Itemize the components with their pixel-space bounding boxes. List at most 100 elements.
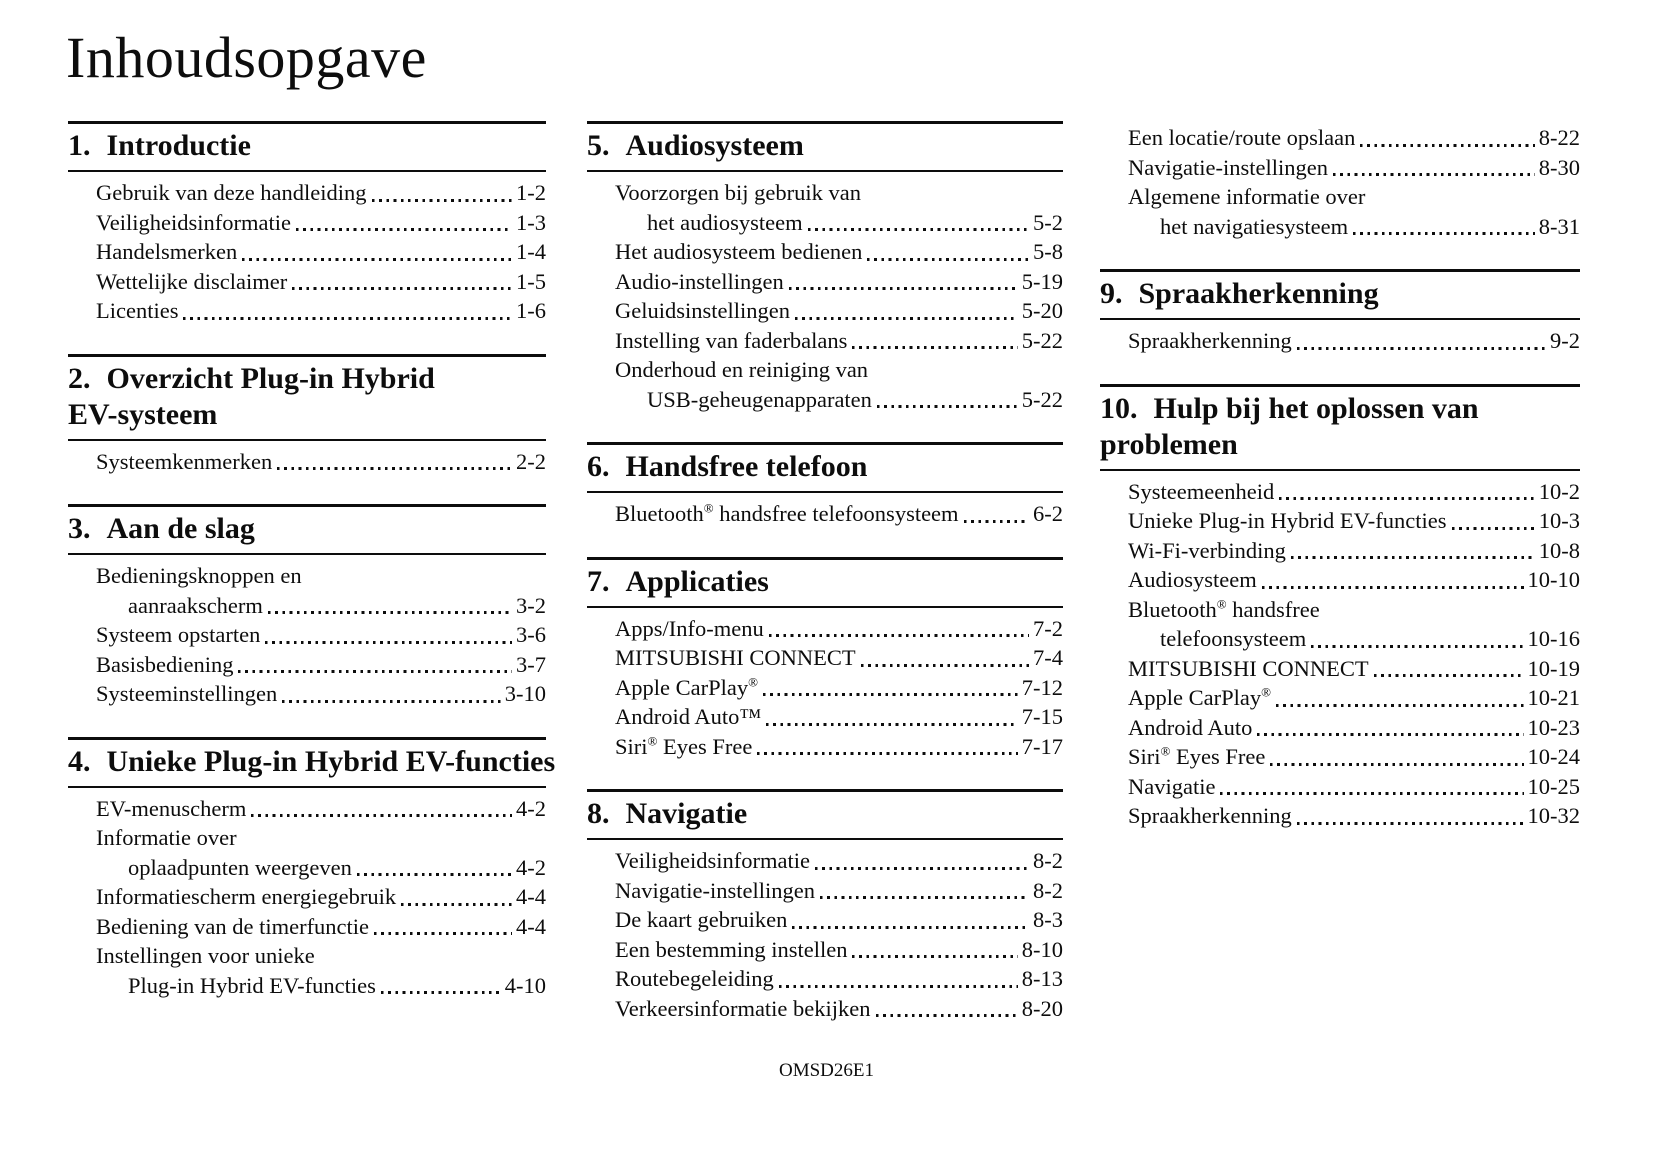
toc-entry-line: Handelsmerken 1-4 [68,237,546,267]
toc-entry-label: MITSUBISHI CONNECT [615,645,856,670]
section-title-text: Unieke Plug-in Hybrid EV-functies [106,744,556,778]
page-number: 5-8 [1033,239,1063,264]
section-heading: 5. Audiosysteem [587,121,1063,172]
toc-entry-line: Audiosysteem 10-10 [1100,565,1580,595]
section-heading-line: 6. Handsfree telefoon [587,449,1063,485]
toc-entry-label: Onderhoud en reiniging van [615,357,869,382]
section-number: 2. [68,361,91,395]
section-heading: 7. Applicaties [587,556,1063,608]
dot-leader [875,1014,1018,1017]
toc-entry-line: Informatiescherm energiegebruik 4-4 [68,882,546,912]
section-title-text: Spraakherkenning [1138,277,1379,310]
trademark-symbol: ® [1216,596,1227,611]
toc-entry-line: aanraakscherm 3-2 [68,591,546,621]
toc-column-1: 1. Introductie Gebruik van deze handleidin… [68,121,555,1001]
toc-entry-label: Navigatie-instellingen [615,877,815,903]
toc-entry-line: Systeemeenheid 10-2 [1100,477,1580,507]
toc-entry-line: Routebegeleiding 8-13 [587,964,1063,994]
page-number: 1-4 [516,239,546,264]
dot-leader [807,228,1029,231]
dot-leader [1296,821,1524,825]
toc-entry-line: Voorzorgen bij gebruik van [587,178,1063,208]
dot-leader [1270,762,1524,766]
trademark-symbol: ® [1160,743,1171,759]
dot-leader [356,873,512,876]
section-heading: 9. Spraakherkenning [1100,269,1580,320]
page-number: 5-22 [1021,386,1063,412]
toc-entry-line: Bediening van de timerfunctie 4-4 [68,912,546,942]
trademark-symbol: ® [703,500,714,516]
dot-leader [778,984,1018,988]
toc-entry-label: Plug-in Hybrid EV-functies [128,972,376,998]
page-number: 4-2 [516,854,546,880]
page-number: 5-22 [1021,327,1063,353]
toc-section: 1. Introductie Gebruik van deze handleidin… [68,121,546,326]
toc-entry-label: Apple CarPlay® [1128,684,1271,710]
toc-entry-label: Siri® Eyes Free [615,733,753,759]
toc-entry-label: aanraakscherm [128,592,263,618]
toc-entry-line: Audio-instellingen 5-19 [587,267,1063,297]
section-heading-line: EV-systeem [68,397,546,433]
dot-leader [1257,733,1524,736]
toc-column-3: Een locatie/route opslaan 8-22 Navigatie-i… [1100,121,1580,831]
dot-leader [267,611,512,614]
toc-section: 3. Aan de slag Bedieningsknoppen en aanraak… [68,504,546,709]
toc-entry-label: Audio-instellingen [615,268,784,294]
toc-entry-line: Bluetooth® handsfree telefoonsysteem 6-2 [587,499,1063,529]
section-number: 5. [587,129,610,162]
page-number: 2-2 [516,448,546,474]
toc-section: 10. Hulp bij het oplossen van problemen Sys… [1100,383,1581,831]
section-number: 6. [587,450,610,483]
page-number: 4-2 [516,795,546,821]
section-title-text: Applicaties [625,564,769,598]
page-number: 1-3 [516,209,546,235]
section-title-text: Introductie [106,129,251,162]
dot-leader [1296,346,1546,350]
page-number: 6-2 [1033,501,1063,526]
page-number: 8-2 [1033,848,1063,873]
toc-entry-line: Plug-in Hybrid EV-functies 4-10 [68,971,546,1001]
toc-entries: Systeemkenmerken 2-2 [68,441,546,477]
dot-leader [282,699,501,703]
toc-entry-line: Geluidsinstellingen 5-20 [587,296,1063,326]
dot-leader [1261,585,1524,589]
dot-leader [814,866,1029,870]
page-number: 7-15 [1021,704,1063,729]
section-title-text: Audiosysteem [625,129,804,162]
toc-entry-label: Systeemkenmerken [96,448,273,474]
page-number: 10-2 [1538,478,1580,504]
toc-entries: Een locatie/route opslaan 8-22 Navigatie-i… [1100,121,1580,241]
page-number: 10-24 [1527,744,1581,769]
section-heading-line: problemen [1100,427,1580,463]
page-number: 10-3 [1538,508,1580,533]
toc-entry-label: Systeeminstellingen [96,681,278,706]
toc-entry-label: Audiosysteem [1128,567,1257,592]
toc-entry-line: Android Auto 10-23 [1100,713,1580,743]
dot-leader [183,316,512,320]
toc-entry-line: telefoonsysteem 10-16 [1100,624,1580,654]
section-heading-line: 10. Hulp bij het oplossen van [1100,391,1580,427]
section-heading: 10. Hulp bij het oplossen van problemen [1100,383,1580,471]
page-number: 8-13 [1021,966,1063,991]
dot-leader [242,257,512,261]
dot-leader [1276,703,1524,707]
section-number: 4. [68,744,91,778]
dot-leader [380,991,501,994]
page-number: 8-20 [1021,995,1063,1021]
toc-entry-line: oplaadpunten weergeven 4-2 [68,853,546,883]
page-number: 3-2 [516,592,546,618]
dot-leader [1311,644,1524,648]
toc-entry-label: MITSUBISHI CONNECT [1128,655,1369,681]
section-heading-line: 7. Applicaties [587,564,1063,600]
toc-entry-line: Navigatie-instellingen 8-2 [587,876,1063,906]
toc-entry-label: Wettelijke disclaimer [96,268,288,294]
toc-entry-label: Geluidsinstellingen [615,298,790,323]
toc-entry-line: Instellingen voor unieke [68,941,546,971]
dot-leader [374,932,512,935]
page-number: 4-4 [516,913,546,939]
section-heading: 2. Overzicht Plug-in Hybrid EV-systeem [68,353,546,441]
page-number: 10-19 [1527,655,1581,681]
section-heading: 6. Handsfree telefoon [587,442,1063,493]
page-number: 1-6 [516,298,546,323]
toc-entry-line: Siri® Eyes Free 7-17 [587,732,1063,762]
